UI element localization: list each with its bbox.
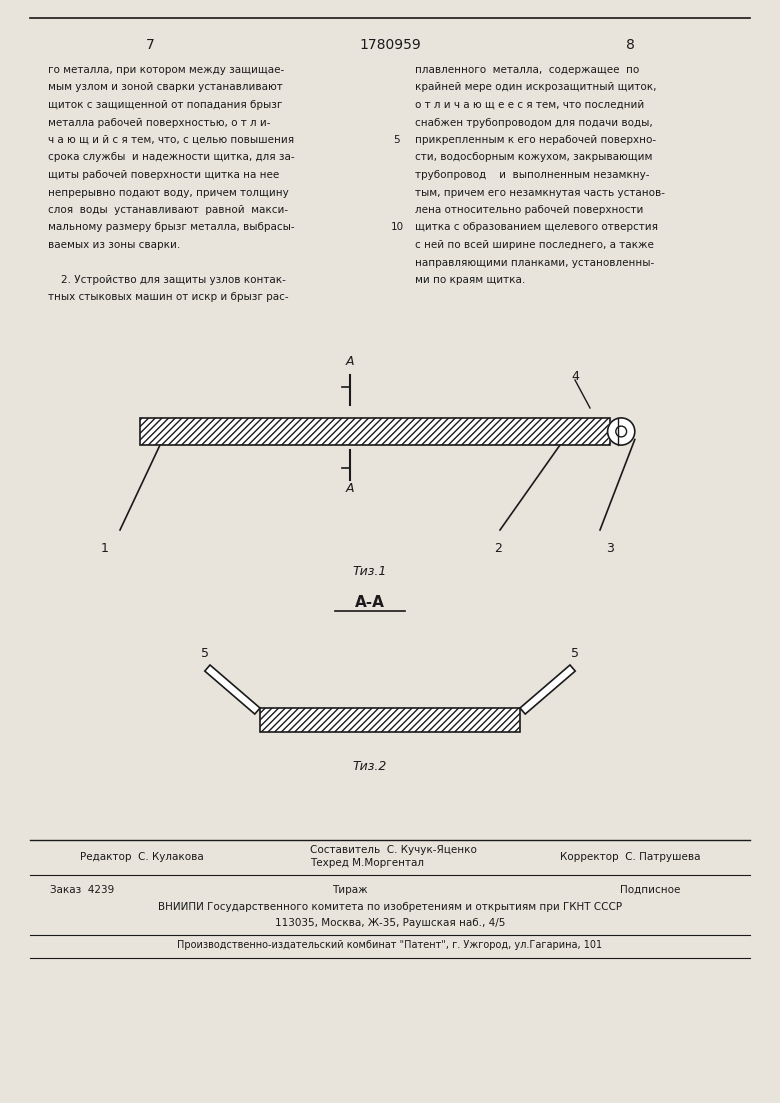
Text: прикрепленным к его нерабочей поверхно-: прикрепленным к его нерабочей поверхно-: [415, 135, 656, 144]
Text: Подписное: Подписное: [620, 885, 680, 895]
Circle shape: [608, 418, 635, 446]
Text: Тираж: Тираж: [332, 885, 368, 895]
Text: ваемых из зоны сварки.: ваемых из зоны сварки.: [48, 240, 180, 250]
Text: с ней по всей ширине последнего, а также: с ней по всей ширине последнего, а также: [415, 240, 654, 250]
Text: металла рабочей поверхностью, о т л и-: металла рабочей поверхностью, о т л и-: [48, 118, 271, 128]
Text: Техред М.Моргентал: Техред М.Моргентал: [310, 858, 424, 868]
Text: 1: 1: [101, 542, 109, 555]
Text: 5: 5: [201, 647, 209, 660]
Text: Составитель  С. Кучук-Яценко: Составитель С. Кучук-Яценко: [310, 845, 477, 855]
Polygon shape: [205, 665, 260, 714]
Text: мым узлом и зоной сварки устанавливают: мым узлом и зоной сварки устанавливают: [48, 83, 282, 93]
Text: 10: 10: [391, 223, 403, 233]
Text: направляющими планками, установленны-: направляющими планками, установленны-: [415, 257, 654, 268]
Text: Τиз.1: Τиз.1: [353, 565, 387, 578]
Bar: [260, 708, 520, 732]
Text: 2. Устройство для защиты узлов контак-: 2. Устройство для защиты узлов контак-: [48, 275, 286, 285]
Text: Редактор  С. Кулакова: Редактор С. Кулакова: [80, 852, 204, 863]
Text: Корректор  С. Патрушева: Корректор С. Патрушева: [560, 852, 700, 863]
Text: снабжен трубопроводом для подачи воды,: снабжен трубопроводом для подачи воды,: [415, 118, 653, 128]
Text: Заказ  4239: Заказ 4239: [50, 885, 114, 895]
Text: 4: 4: [571, 370, 579, 383]
Text: тым, причем его незамкнутая часть установ-: тым, причем его незамкнутая часть устано…: [415, 188, 665, 197]
Text: ВНИИПИ Государственного комитета по изобретениям и открытиям при ГКНТ СССР: ВНИИПИ Государственного комитета по изоб…: [158, 902, 622, 912]
Text: Τиз.2: Τиз.2: [353, 760, 387, 773]
Text: щитка с образованием щелевого отверстия: щитка с образованием щелевого отверстия: [415, 223, 658, 233]
Text: щиты рабочей поверхности щитка на нее: щиты рабочей поверхности щитка на нее: [48, 170, 279, 180]
Text: о т л и ч а ю щ е е с я тем, что последний: о т л и ч а ю щ е е с я тем, что последн…: [415, 100, 644, 110]
Text: ми по краям щитка.: ми по краям щитка.: [415, 275, 525, 285]
Text: 7: 7: [146, 38, 154, 52]
Text: 5: 5: [394, 135, 400, 144]
Text: мальному размеру брызг металла, выбрасы-: мальному размеру брызг металла, выбрасы-: [48, 223, 295, 233]
Text: тных стыковых машин от искр и брызг рас-: тных стыковых машин от искр и брызг рас-: [48, 292, 289, 302]
Text: A: A: [346, 482, 354, 495]
Text: трубопровод    и  выполненным незамкну-: трубопровод и выполненным незамкну-: [415, 170, 650, 180]
Text: ч а ю щ и й с я тем, что, с целью повышения: ч а ю щ и й с я тем, что, с целью повыше…: [48, 135, 294, 144]
Text: щиток с защищенной от попадания брызг: щиток с защищенной от попадания брызг: [48, 100, 282, 110]
Text: 3: 3: [606, 542, 614, 555]
Text: непрерывно подают воду, причем толщину: непрерывно подают воду, причем толщину: [48, 188, 289, 197]
Bar: [140, 418, 610, 445]
Text: 5: 5: [571, 647, 579, 660]
Text: A-A: A-A: [355, 595, 385, 610]
Polygon shape: [520, 665, 575, 714]
Bar: [260, 708, 520, 732]
Text: лена относительно рабочей поверхности: лена относительно рабочей поверхности: [415, 205, 644, 215]
Text: 8: 8: [626, 38, 634, 52]
Text: 1780959: 1780959: [359, 38, 421, 52]
Text: срока службы  и надежности щитка, для за-: срока службы и надежности щитка, для за-: [48, 152, 295, 162]
Text: 2: 2: [494, 542, 502, 555]
Text: 113035, Москва, Ж-35, Раушская наб., 4/5: 113035, Москва, Ж-35, Раушская наб., 4/5: [275, 918, 505, 928]
Text: Производственно-издательский комбинат "Патент", г. Ужгород, ул.Гагарина, 101: Производственно-издательский комбинат "П…: [177, 940, 603, 950]
Text: A: A: [346, 355, 354, 368]
Text: сти, водосборным кожухом, закрывающим: сти, водосборным кожухом, закрывающим: [415, 152, 652, 162]
Text: плавленного  металла,  содержащее  по: плавленного металла, содержащее по: [415, 65, 640, 75]
Text: крайней мере один искрозащитный щиток,: крайней мере один искрозащитный щиток,: [415, 83, 657, 93]
Text: го металла, при котором между защищае-: го металла, при котором между защищае-: [48, 65, 284, 75]
Bar: [140, 418, 610, 445]
Text: слоя  воды  устанавливают  равной  макси-: слоя воды устанавливают равной макси-: [48, 205, 288, 215]
